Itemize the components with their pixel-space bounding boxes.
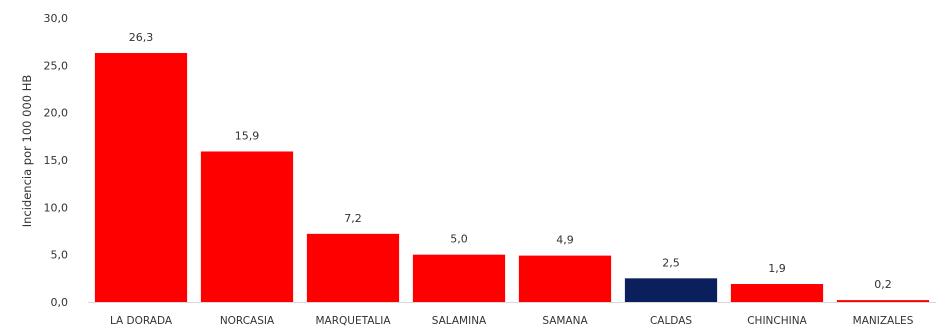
bar xyxy=(200,151,294,302)
y-axis-ticks: 0,0 5,0 10,0 15,0 20,0 25,0 30,0 xyxy=(44,12,69,309)
data-label: 15,9 xyxy=(235,129,260,142)
category-label: LA DORADA xyxy=(110,315,173,327)
category-label: CALDAS xyxy=(650,315,692,327)
bar xyxy=(518,255,612,302)
data-label: 5,0 xyxy=(450,233,468,246)
category-label: CHINCHINA xyxy=(747,315,807,327)
y-tick-label: 5,0 xyxy=(51,249,69,262)
data-labels: 26,3 15,9 7,2 5,0 4,9 2,5 1,9 0,2 xyxy=(129,31,892,291)
data-label: 7,2 xyxy=(344,212,362,225)
y-tick-label: 10,0 xyxy=(44,201,69,214)
bar xyxy=(836,300,930,302)
data-label: 4,9 xyxy=(556,234,574,247)
category-label: MARQUETALIA xyxy=(315,315,391,327)
bar xyxy=(306,233,400,302)
data-label: 2,5 xyxy=(662,256,680,269)
bar xyxy=(412,254,506,302)
bar xyxy=(94,53,188,302)
data-label: 26,3 xyxy=(129,31,154,44)
y-axis-title: Incidencia por 100 000 HB xyxy=(20,75,34,228)
y-tick-label: 15,0 xyxy=(44,154,69,167)
category-label: MANIZALES xyxy=(853,315,914,327)
data-label: 0,2 xyxy=(874,278,892,291)
category-label: SALAMINA xyxy=(432,315,487,327)
bars xyxy=(94,53,930,302)
bar xyxy=(730,284,824,302)
y-tick-label: 30,0 xyxy=(44,12,69,25)
bar xyxy=(624,278,718,302)
data-label: 1,9 xyxy=(768,262,786,275)
category-label: NORCASIA xyxy=(220,315,275,327)
category-label: SAMANA xyxy=(542,315,588,327)
category-labels: LA DORADA NORCASIA MARQUETALIA SALAMINA SAMA… xyxy=(110,315,914,327)
y-tick-label: 20,0 xyxy=(44,107,69,120)
y-tick-label: 0,0 xyxy=(51,296,69,309)
y-tick-label: 25,0 xyxy=(44,59,69,72)
